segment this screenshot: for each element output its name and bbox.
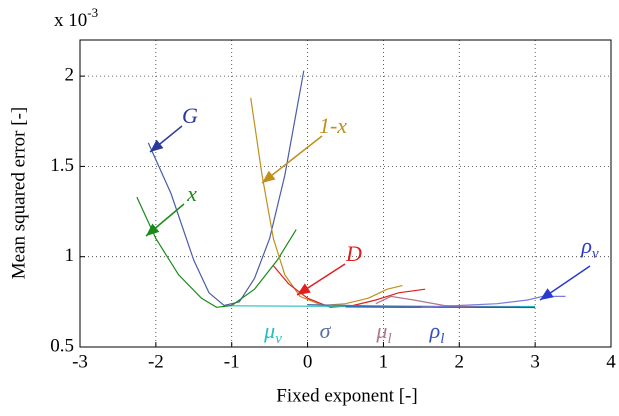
- y-axis-label: Mean squared error [-]: [8, 107, 29, 280]
- annotation: 1-x: [319, 113, 347, 138]
- annotation-arrowhead: [540, 288, 554, 300]
- series-line: [136, 196, 297, 308]
- y-multiplier-exponent: -3: [87, 5, 98, 20]
- annotation: ρl: [429, 318, 445, 347]
- annotation-subscript: l: [387, 331, 391, 347]
- annotation: x: [186, 181, 197, 206]
- x-tick-label: -3: [72, 351, 88, 372]
- annotation-text: x: [186, 181, 197, 206]
- y-tick-label: 0.5: [50, 335, 74, 356]
- annotation: ρv: [580, 233, 599, 262]
- x-tick-label: -2: [148, 351, 164, 372]
- x-tick-label: -1: [224, 351, 240, 372]
- annotation-subscript: v: [592, 246, 599, 262]
- annotation-arrowhead: [297, 283, 311, 295]
- annotation: D: [345, 241, 362, 266]
- annotation-subscript: v: [275, 331, 282, 347]
- series-line: [250, 97, 403, 307]
- annotation-text: μ: [263, 318, 275, 343]
- x-tick-label: 0: [303, 351, 313, 372]
- x-tick-label: 4: [606, 351, 616, 372]
- annotation-arrowhead: [262, 170, 276, 183]
- y-tick-label: 1.5: [50, 155, 74, 176]
- annotation-text: μ: [375, 318, 387, 343]
- y-tick-label: 2: [65, 64, 75, 85]
- series-line: [147, 70, 305, 307]
- annotation: σ: [320, 318, 332, 343]
- x-tick-label: 2: [455, 351, 465, 372]
- plot-area: [80, 40, 611, 347]
- y-tick-label: 1: [65, 245, 75, 266]
- x-axis-label: Fixed exponent [-]: [276, 385, 417, 406]
- annotation-subscript: l: [440, 331, 444, 347]
- annotation: μv: [263, 318, 282, 347]
- annotation-arrowhead: [150, 139, 164, 152]
- annotation: μl: [375, 318, 391, 347]
- annotation-text: ρ: [580, 233, 592, 258]
- annotation-text: G: [182, 103, 198, 128]
- annotation-text: σ: [320, 318, 332, 343]
- y-multiplier: x 10-3: [54, 5, 98, 31]
- y-multiplier-text: x 10: [54, 10, 87, 31]
- plot-frame: [79, 39, 612, 348]
- x-tick-label: 3: [530, 351, 540, 372]
- annotation-text: ρ: [429, 318, 441, 343]
- x-tick-label: 1: [379, 351, 389, 372]
- annotation-arrowhead: [146, 223, 160, 236]
- annotation: G: [182, 103, 198, 128]
- annotation-text: D: [345, 241, 362, 266]
- annotation-text: 1-x: [319, 113, 347, 138]
